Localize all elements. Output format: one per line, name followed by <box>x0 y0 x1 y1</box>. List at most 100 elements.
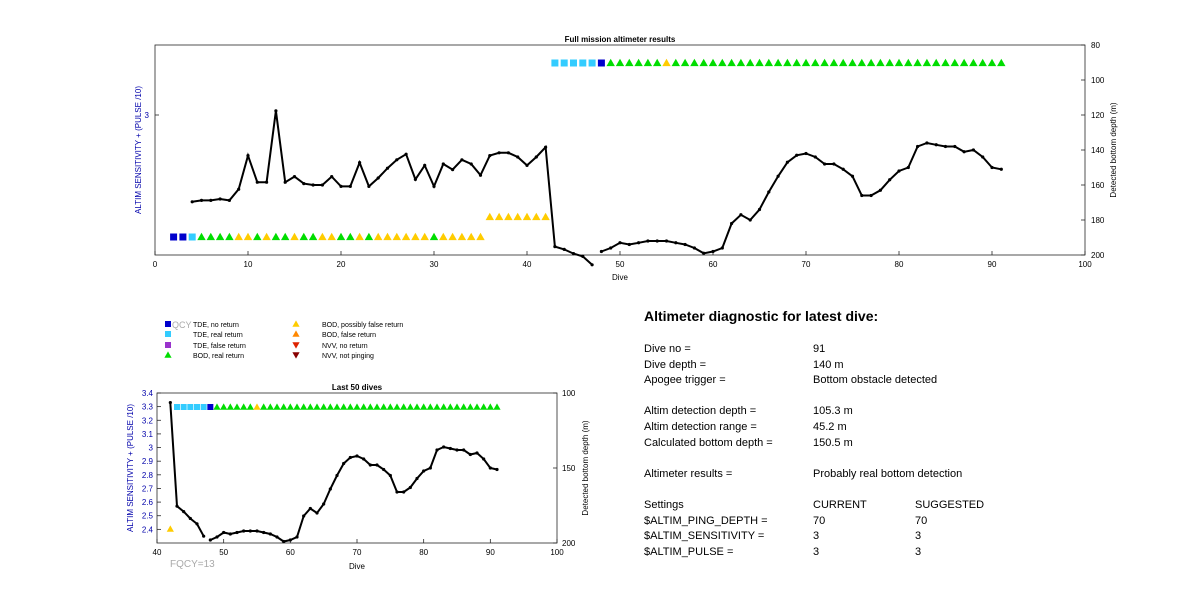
status-marker <box>885 58 894 67</box>
sensitivity-line-point <box>506 151 510 155</box>
left-y-axis-label-2: ALTIM SENSITIVITY + (PULSE /10) <box>126 404 135 532</box>
sensitivity-line-point <box>562 247 566 251</box>
status-marker-2 <box>280 403 288 410</box>
sensitivity-line-point <box>274 109 278 113</box>
status-marker <box>764 58 773 67</box>
right-y-tick-label: 200 <box>1091 251 1105 260</box>
status-marker-2 <box>460 403 468 410</box>
status-marker-2 <box>486 403 494 410</box>
status-marker <box>439 232 448 241</box>
settings-label: Settings <box>644 498 684 511</box>
sensitivity-line-point <box>348 184 352 188</box>
sensitivity-line-point <box>460 158 464 162</box>
sensitivity-line-point <box>544 145 548 149</box>
sensitivity-line-point <box>292 175 297 179</box>
sensitivity-line-point <box>441 162 445 166</box>
right-y-tick-label-2: 100 <box>562 389 576 398</box>
sensitivity-line-point <box>265 180 269 184</box>
fqcy-label: FQCY=13 <box>170 559 215 570</box>
status-marker-2 <box>406 403 414 410</box>
sensitivity-line-2-point <box>195 522 199 526</box>
bottom-depth-line-point <box>962 150 966 154</box>
status-marker-2 <box>353 403 361 410</box>
bottom-depth-line-2-point <box>455 448 459 452</box>
bottom-depth-line-point <box>981 155 985 159</box>
bottom-depth-line-point <box>711 249 715 254</box>
bottom-depth-line-2-point <box>335 473 339 478</box>
bottom-depth-line-2-point <box>408 485 412 490</box>
bottom-depth-line-point <box>674 241 678 245</box>
legend-marker <box>165 331 171 337</box>
bottom-depth-line-point <box>776 174 780 178</box>
status-marker <box>643 58 653 67</box>
status-marker <box>485 212 494 221</box>
status-marker <box>680 58 690 67</box>
status-marker-2 <box>440 403 448 410</box>
bottom-depth-line-2-point <box>395 490 399 494</box>
status-marker <box>476 232 485 241</box>
status-marker <box>894 58 904 67</box>
settings-suggested: 3 <box>915 530 922 543</box>
status-marker <box>327 232 336 241</box>
bottom-depth-line-2-point <box>468 452 472 457</box>
status-marker-2 <box>266 403 274 410</box>
legend-label: BOD, real return <box>193 353 244 360</box>
status-marker <box>969 58 978 67</box>
bottom-depth-line-point <box>748 218 752 222</box>
bottom-depth-line-2-point <box>488 466 492 470</box>
status-marker <box>579 59 587 67</box>
sensitivity-line-point <box>358 161 362 165</box>
diag-key: Altim detection depth = <box>644 405 757 418</box>
status-marker <box>922 58 932 67</box>
status-marker-2 <box>226 403 234 410</box>
left-y-tick-label-2: 3.4 <box>142 389 154 398</box>
status-marker-2 <box>360 403 368 410</box>
sensitivity-line-point <box>413 177 417 181</box>
status-marker <box>541 212 550 221</box>
status-marker <box>801 58 811 67</box>
bottom-depth-line-2-point <box>235 530 239 535</box>
status-marker <box>383 232 392 241</box>
status-marker <box>188 233 196 241</box>
bottom-depth-line-2-point <box>462 448 466 452</box>
status-marker <box>197 232 206 241</box>
right-y-axis-label: Detected bottom depth (m) <box>1109 102 1118 197</box>
diag-value: 105.3 m <box>813 405 853 418</box>
sensitivity-line-point <box>534 155 538 159</box>
status-marker <box>653 58 662 67</box>
status-marker-2 <box>326 403 334 410</box>
status-marker <box>225 232 234 241</box>
left-y-axis-label: ALTIM SENSITIVITY + (PULSE /10) <box>134 86 143 214</box>
bottom-depth-line-point <box>739 213 743 217</box>
status-marker <box>411 232 420 241</box>
diag-row-detection-range: Altim detection range = 45.2 m <box>644 420 1064 436</box>
bottom-depth-line-2-point <box>268 532 272 536</box>
status-marker <box>560 59 568 67</box>
status-marker <box>932 58 941 67</box>
settings-suggested-header: SUGGESTED <box>915 498 985 511</box>
status-marker-2 <box>253 403 261 410</box>
sensitivity-line-point <box>385 166 390 170</box>
status-marker-2 <box>246 403 254 410</box>
bottom-depth-line-point <box>757 207 762 212</box>
settings-current: 3 <box>813 545 820 558</box>
bottom-depth-line-point <box>813 155 817 159</box>
status-marker <box>504 212 513 221</box>
bottom-depth-line-2-point <box>295 535 299 539</box>
status-marker <box>606 58 615 67</box>
status-marker <box>457 232 467 241</box>
status-marker <box>346 232 355 241</box>
diag-value: 45.2 m <box>813 420 847 433</box>
bottom-depth-line-2-point <box>228 532 232 536</box>
diag-row-altimeter-results: Altimeter results = Probably real bottom … <box>644 467 1064 483</box>
right-y-tick-label: 100 <box>1091 76 1105 85</box>
sensitivity-line-point <box>581 254 585 258</box>
status-marker <box>792 58 801 67</box>
x-tick-label-2: 90 <box>486 548 495 557</box>
sensitivity-line-point <box>497 151 501 155</box>
status-marker <box>829 58 839 67</box>
bottom-depth-line-point <box>869 193 873 198</box>
left-y-tick-label-2: 2.6 <box>142 498 154 507</box>
right-y-tick-label-2: 200 <box>562 539 576 548</box>
status-marker-2 <box>346 403 354 410</box>
